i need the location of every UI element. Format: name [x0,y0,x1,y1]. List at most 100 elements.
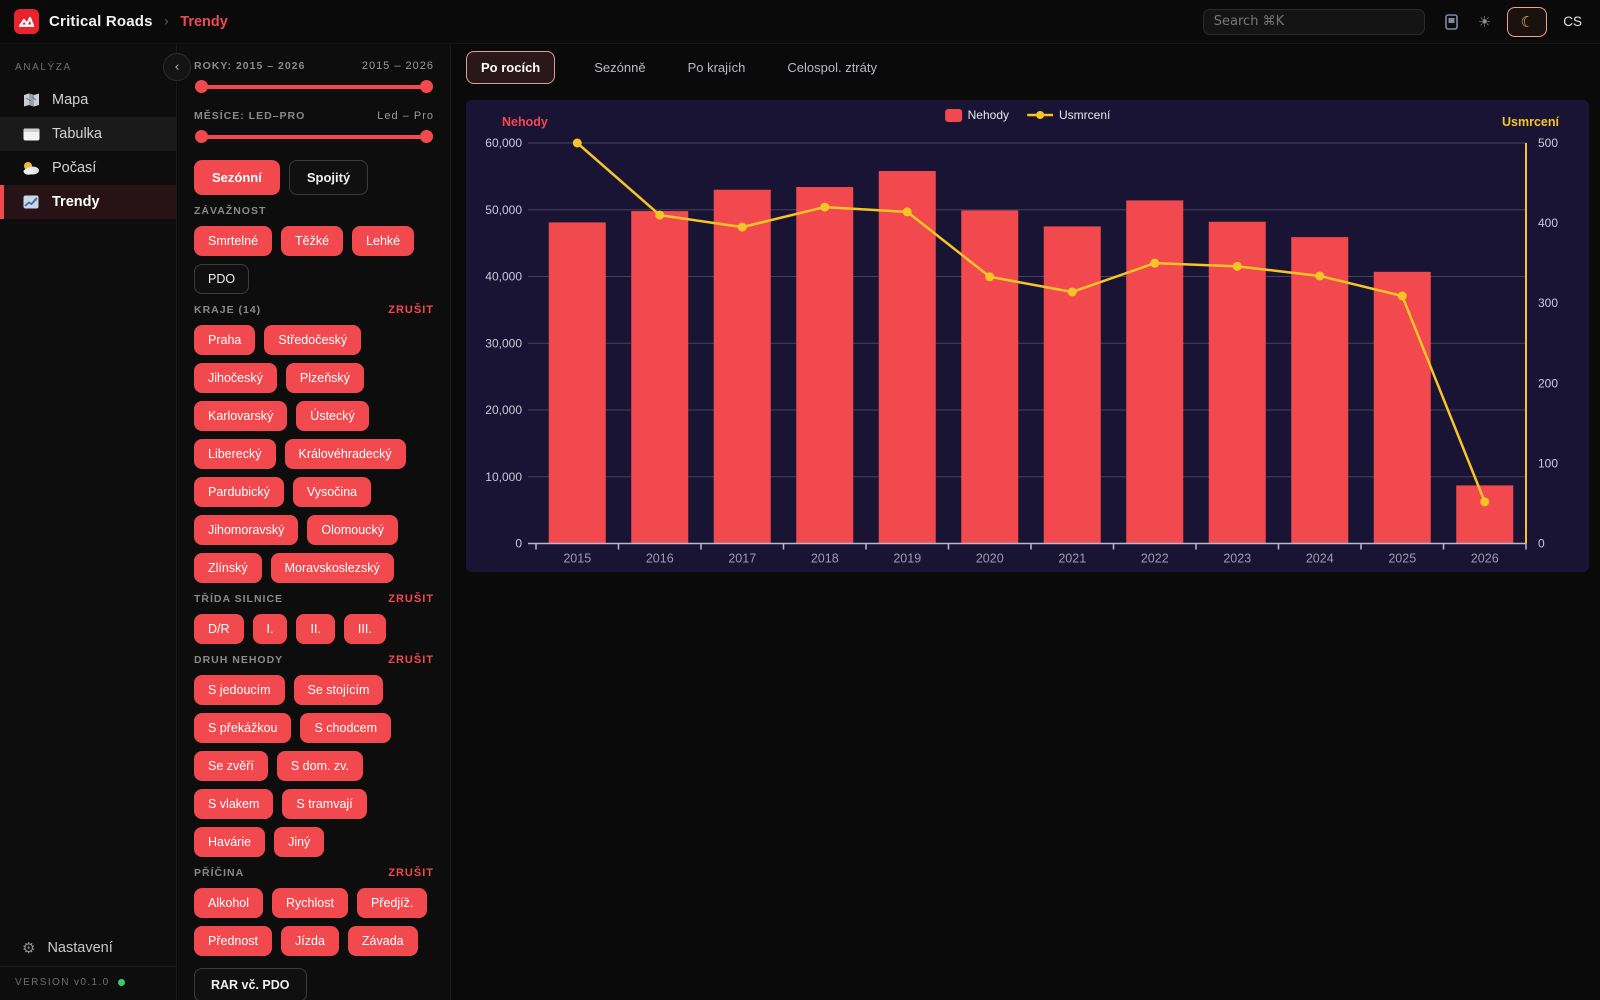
chevron-right-icon: › [163,13,170,30]
filter-chip[interactable]: Jihočeský [194,363,277,393]
filter-chip[interactable]: Těžké [281,226,344,256]
sidebar-item-tabulka[interactable]: Tabulka [0,117,176,151]
filter-chip[interactable]: S jedoucím [194,675,285,705]
filter-chip[interactable]: Havárie [194,827,266,857]
sidebar-item-trendy[interactable]: Trendy [0,185,176,219]
filter-chip[interactable]: S překážkou [194,713,292,743]
filter-chip[interactable]: D/R [194,614,244,644]
filter-chip[interactable]: Královéhradecký [284,439,406,469]
filter-chip[interactable]: Olomoucký [307,515,398,545]
slider-handle-max[interactable] [420,130,433,143]
filter-chip[interactable]: Se stojícím [293,675,384,705]
language-toggle[interactable]: CS [1563,14,1582,29]
filter-chip[interactable]: Jízda [281,926,339,956]
svg-text:0: 0 [1538,537,1545,551]
collapse-sidebar-button[interactable]: ‹ [163,53,191,81]
light-mode-sun-icon[interactable]: ☀ [1477,12,1492,31]
years-range-slider[interactable] [195,80,433,94]
clear-accident-type-button[interactable]: ZRUŠIT [388,654,434,666]
svg-text:2021: 2021 [1058,552,1086,566]
tab-bar: Po rocích Sezónně Po krajích Celospol. z… [466,50,1600,84]
filter-chip[interactable]: S tramvají [282,789,367,819]
chart-legend: Nehody Usmrcení [944,108,1110,122]
gear-icon: ⚙ [22,939,36,957]
settings-label: Nastavení [47,940,113,956]
trend-chart-panel: Nehody Nehody Usmrcení Usmrcení 0 10,000 20… [466,100,1589,572]
filter-chip[interactable]: Spojitý [288,160,369,195]
filter-chip[interactable]: Smrtelné [194,226,273,256]
sidebar-item-nastaveni[interactable]: ⚙ Nastavení [0,930,176,966]
filter-chip[interactable]: Karlovarský [194,401,288,431]
filter-chip[interactable]: S dom. zv. [276,751,363,781]
months-range-slider[interactable] [195,130,433,144]
filter-chip[interactable]: Předjíž. [356,888,428,918]
legend-item[interactable]: Usmrcení [1027,108,1110,122]
filter-chip[interactable]: Jihomoravský [194,515,299,545]
system-theme-icon[interactable] [1444,13,1458,30]
filter-chip[interactable]: Vysočina [292,477,372,507]
sidebar-item-mapa[interactable]: Mapa [0,83,176,117]
filter-panel: ROKY: 2015 – 2026 2015 – 2026 MĚSÍCE: LE… [178,44,451,1000]
clear-regions-button[interactable]: ZRUŠIT [388,304,434,316]
sidebar-item-label: Mapa [52,92,89,108]
slider-handle-min[interactable] [195,80,208,93]
svg-text:2024: 2024 [1306,552,1334,566]
road-class-chip-list: D/R I. II. III. [194,614,434,644]
filter-chip[interactable]: Praha [194,325,256,355]
tab-po-krajich[interactable]: Po krajích [685,51,749,84]
filter-chip[interactable]: I. [252,614,288,644]
filter-chip[interactable]: Rychlost [272,888,348,918]
legend-line-swatch [1027,111,1054,119]
years-filter-label: ROKY: 2015 – 2026 [194,60,306,72]
filter-chip[interactable]: II. [296,614,335,644]
svg-text:20,000: 20,000 [485,403,522,417]
clear-road-class-button[interactable]: ZRUŠIT [388,593,434,605]
clear-cause-button[interactable]: ZRUŠIT [388,867,434,879]
filter-chip[interactable]: PDO [194,264,250,294]
dark-mode-moon-icon[interactable]: ☾ [1507,6,1548,37]
sidebar-item-pocasi[interactable]: Počasí [0,151,176,185]
svg-text:2015: 2015 [563,552,591,566]
slider-handle-max[interactable] [420,80,433,93]
slider-track[interactable] [196,85,432,89]
cause-chip-list: Alkohol Rychlost Předjíž. Přednost Jízda Záva… [194,888,434,956]
filter-chip[interactable]: Plzeňský [285,363,364,393]
search-input[interactable] [1202,8,1425,35]
tab-sezonne[interactable]: Sezónně [591,51,648,84]
filter-chip[interactable]: Sezónní [194,160,280,195]
map-icon [22,93,40,107]
filter-chip[interactable]: Lehké [352,226,415,256]
filter-chip[interactable]: Moravskoslezský [270,553,394,583]
slider-handle-min[interactable] [195,130,208,143]
legend-item[interactable]: Nehody [944,108,1009,122]
svg-text:2019: 2019 [893,552,921,566]
filter-chip[interactable]: III. [343,614,386,644]
filter-chip[interactable]: Středočeský [264,325,362,355]
filter-chip[interactable]: Se zvěří [194,751,268,781]
filter-chip[interactable]: Jiný [274,827,325,857]
filter-chip[interactable]: Zlínský [194,553,262,583]
sidebar: ANALÝZA Mapa Tabulka Počas [0,44,177,1000]
filter-chip[interactable]: S chodcem [300,713,392,743]
tab-po-rocich[interactable]: Po rocích [466,50,556,84]
svg-text:10,000: 10,000 [485,470,522,484]
svg-text:2017: 2017 [728,552,756,566]
filter-chip[interactable]: S vlakem [194,789,274,819]
slider-track[interactable] [196,135,432,139]
filter-chip[interactable]: Ústecký [296,401,369,431]
svg-text:300: 300 [1538,296,1558,310]
regions-chip-list: Praha Středočeský Jihočeský Plzeňský Karlova… [194,325,434,583]
tab-celospol-ztraty[interactable]: Celospol. ztráty [784,51,880,84]
svg-text:60,000: 60,000 [485,136,522,150]
svg-text:500: 500 [1538,136,1558,150]
rar-pdo-toggle[interactable]: RAR vč. PDO [194,968,307,1000]
app-logo-icon[interactable] [14,9,39,34]
filter-chip[interactable]: Alkohol [194,888,263,918]
sidebar-section-label: ANALÝZA [15,62,72,73]
filter-chip[interactable]: Závada [347,926,418,956]
svg-text:2025: 2025 [1388,552,1416,566]
filter-chip[interactable]: Přednost [194,926,273,956]
filter-chip[interactable]: Liberecký [194,439,276,469]
filter-chip[interactable]: Pardubický [194,477,284,507]
years-filter-value: 2015 – 2026 [361,60,434,72]
